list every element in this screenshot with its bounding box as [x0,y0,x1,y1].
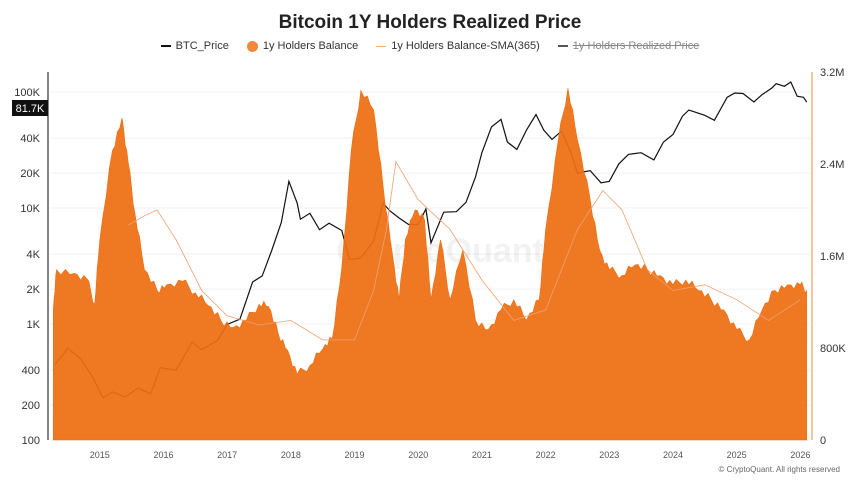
line-swatch-icon [160,45,171,47]
y-left-tick-label: 40K [20,133,40,145]
x-tick-label: 2022 [536,450,556,460]
x-tick-label: 2021 [472,450,492,460]
y-left-tick-label: 1K [27,319,41,331]
legend-label: 1y Holders Balance-SMA(365) [391,40,540,52]
x-tick-label: 2025 [727,450,747,460]
legend-item-balance-sma[interactable]: 1y Holders Balance-SMA(365) [376,40,540,52]
y-left-tick-label: 100 [22,435,40,447]
line-swatch-icon [376,45,387,47]
balance-area [52,88,808,441]
x-tick-label: 2020 [408,450,428,460]
y-right-tick-label: 3.2M [820,67,844,79]
chart-title: Bitcoin 1Y Holders Realized Price [278,12,582,33]
legend-label: 1y Holders Realized Price [572,40,700,52]
y-left-tick-label: 10K [20,203,40,215]
x-tick-label: 2017 [217,450,237,460]
x-tick-label: 2016 [153,450,173,460]
x-tick-label: 2019 [345,450,365,460]
legend-item-realized-price[interactable]: 1y Holders Realized Price [557,40,700,52]
x-tick-label: 2023 [599,450,619,460]
x-tick-label: 2015 [90,450,110,460]
legend-label: BTC_Price [175,40,229,52]
y-left-tick-label: 100K [14,87,40,99]
legend-item-btc-price[interactable]: BTC_Price [160,40,229,52]
y-left-tick-label: 2K [27,284,41,296]
balance-sma-line [128,160,801,341]
y-right-tick-label: 2.4M [820,159,844,171]
legend-item-balance[interactable]: 1y Holders Balance [246,40,359,52]
legend: BTC_Price 1y Holders Balance 1y Holders … [0,40,860,52]
y-left-tick-label: 200 [22,400,40,412]
legend-label: 1y Holders Balance [262,40,359,52]
dot-swatch-icon [246,40,258,52]
y-left-tick-label: 400 [22,365,40,377]
y-right-tick-label: 1.6M [820,251,844,263]
x-tick-label: 2026 [790,450,810,460]
copyright: © CryptoQuant. All rights reserved [718,465,841,474]
y-left-tick-label: 4K [27,249,41,261]
line-swatch-icon [557,45,568,47]
y-left-tick-label: 20K [20,168,40,180]
current-price-label: 81.7K [16,103,45,115]
current-price-badge: 81.7K [12,100,48,116]
badge-background [12,100,48,116]
y-right-tick-label: 800K [820,343,846,355]
y-right-tick-label: 0 [820,435,826,447]
x-tick-label: 2018 [281,450,301,460]
x-tick-label: 2024 [663,450,683,460]
